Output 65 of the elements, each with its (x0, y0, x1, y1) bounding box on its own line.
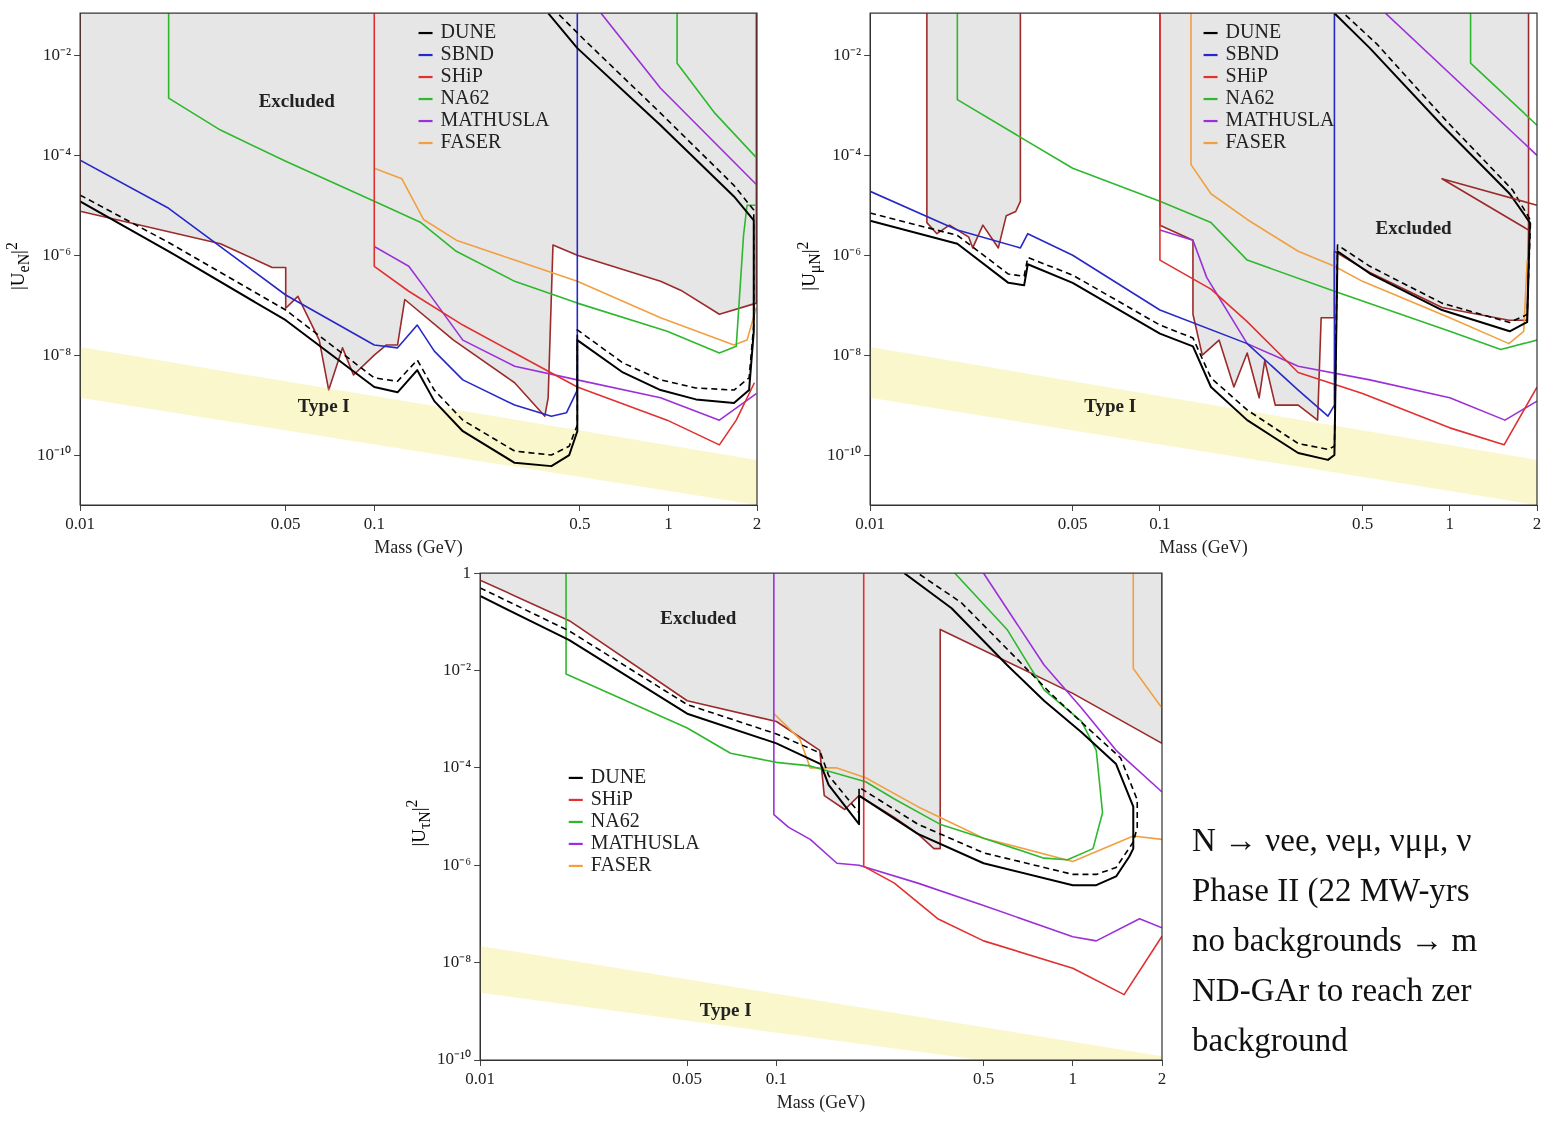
y-tick-label: 10⁻⁴ (832, 144, 862, 164)
y-tick-label: 10⁻⁴ (42, 144, 72, 164)
y-tick-label: 10⁻¹⁰ (436, 1049, 472, 1069)
x-tick-label: 0.01 (465, 1068, 495, 1088)
legend-label: DUNE (440, 20, 497, 43)
legend-label: NA62 (1225, 86, 1275, 109)
text: N → νee, νeμ, νμμ, ν (1192, 821, 1473, 860)
x-tick-label: 0.5 (569, 513, 591, 533)
x-tick-label: 1 (1068, 1068, 1078, 1088)
annotation: Type I (297, 394, 350, 416)
text: background (1192, 1021, 1349, 1060)
text: ND-GAr to reach zer (1192, 971, 1473, 1010)
legend-label: SBND (440, 42, 494, 65)
y-tick-label: 10⁻⁴ (442, 757, 472, 777)
y-tick-label: 10⁻² (832, 44, 862, 64)
y-tick-label: 10⁻¹⁰ (36, 444, 72, 464)
legend-label: DUNE (1225, 20, 1282, 43)
y-tick-label: 10⁻⁶ (442, 854, 472, 874)
legend-label: FASER (590, 853, 653, 876)
text: no backgrounds → m (1192, 921, 1478, 960)
y-tick-label: 10⁻¹⁰ (826, 444, 862, 464)
x-tick-label: 2 (1157, 1068, 1167, 1088)
x-tick-label: 0.1 (1149, 513, 1171, 533)
y-tick-label: 10⁻⁸ (832, 344, 862, 364)
annotation: Excluded (258, 89, 336, 111)
x-tick-label: 0.01 (65, 513, 95, 533)
legend-label: SHiP (440, 64, 483, 87)
x-tick-label: 0.05 (672, 1068, 703, 1088)
text: Phase II (22 MW-yrs (1192, 871, 1471, 910)
y-tick-label: 10⁻² (42, 44, 72, 64)
legend-label: SHiP (590, 787, 633, 810)
x-tick-label: 0.5 (972, 1068, 995, 1088)
y-tick-label: 10⁻⁶ (832, 244, 862, 264)
legend-label: MATHUSLA (440, 108, 550, 131)
annotation: Excluded (660, 607, 737, 629)
x-tick-label: 0.5 (1351, 513, 1374, 533)
annotation: Type I (699, 999, 752, 1021)
x-tick-label: 0.1 (363, 513, 385, 533)
x-tick-label: 0.01 (855, 513, 885, 533)
legend-label: SBND (1225, 42, 1279, 65)
legend-label: NA62 (590, 809, 640, 832)
x-tick-label: 2 (1532, 513, 1542, 533)
y-tick-label: 10⁻² (442, 660, 472, 680)
y-tick-label: 10⁻⁸ (442, 952, 472, 972)
x-tick-label: 0.05 (1057, 513, 1088, 533)
annotation: Excluded (1375, 217, 1453, 239)
x-axis-title: Mass (GeV) (776, 1091, 866, 1113)
y-tick-label: 10⁻⁸ (42, 344, 72, 364)
legend-label: MATHUSLA (590, 831, 701, 854)
x-tick-label: 2 (752, 513, 762, 533)
x-tick-label: 0.05 (270, 513, 301, 533)
x-tick-label: 1 (1445, 513, 1454, 533)
x-tick-label: 0.1 (765, 1068, 788, 1088)
x-tick-label: 1 (664, 513, 673, 533)
annotation: Type I (1084, 394, 1137, 416)
legend-label: NA62 (440, 86, 490, 109)
legend-label: FASER (440, 130, 502, 153)
y-tick-label: 10⁻⁶ (42, 244, 72, 264)
legend-label: SHiP (1225, 64, 1268, 87)
y-tick-label: 1 (462, 562, 472, 582)
legend-label: DUNE (590, 765, 647, 788)
x-axis-title: Mass (GeV) (374, 536, 463, 558)
legend-label: MATHUSLA (1225, 108, 1335, 131)
legend-label: FASER (1225, 130, 1287, 153)
x-axis-title: Mass (GeV) (1159, 536, 1248, 558)
